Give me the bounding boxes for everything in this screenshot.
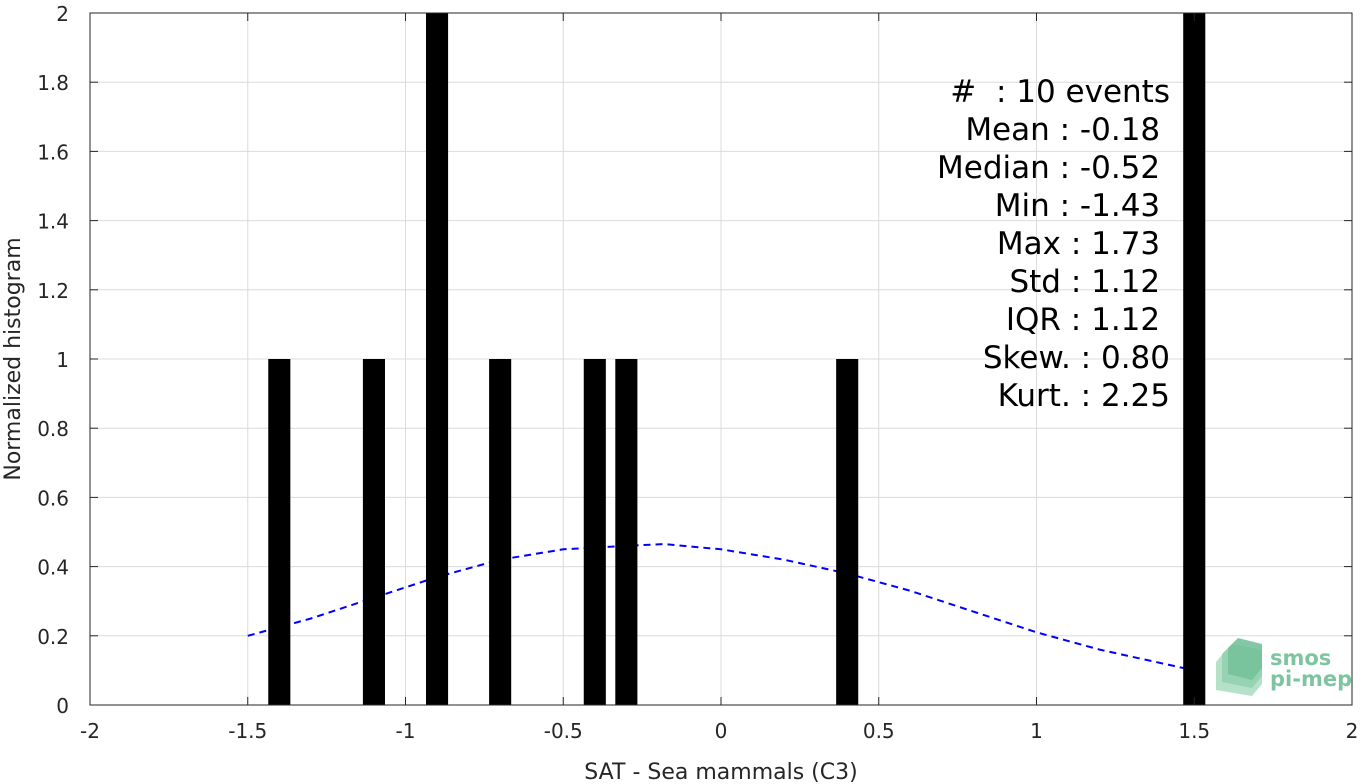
histogram-bars xyxy=(268,13,1206,705)
y-tick-label: 1.4 xyxy=(37,210,69,234)
logo-line2: pi-mep xyxy=(1270,667,1352,691)
logo-line1: smos xyxy=(1270,646,1331,670)
y-tick-label: 0.6 xyxy=(37,486,69,510)
fit-curve xyxy=(247,543,1195,672)
stats-std: Std : 1.12 xyxy=(1009,264,1170,300)
stats-box: # : 10 events Mean : -0.18 Median : -0.5… xyxy=(937,74,1170,414)
x-tick-label: -0.5 xyxy=(544,719,583,743)
y-tick-label: 1 xyxy=(56,348,69,372)
y-tick-label: 0.2 xyxy=(37,625,69,649)
x-tick-label: 1 xyxy=(1030,719,1043,743)
y-axis-ticks: 0 0.2 0.4 0.6 0.8 1 1.2 1.4 1.6 1.8 2 xyxy=(37,2,1352,718)
stats-kurt: Kurt. : 2.25 xyxy=(998,378,1170,414)
y-tick-label: 2 xyxy=(56,2,69,26)
y-tick-label: 1.6 xyxy=(37,140,69,164)
histogram-bar xyxy=(615,359,638,705)
x-axis-label: SAT - Sea mammals (C3) xyxy=(584,760,857,784)
histogram-bar xyxy=(1183,13,1206,705)
logo-waves-icon xyxy=(1216,638,1262,696)
gaussian-fit-line xyxy=(247,543,1195,672)
x-tick-label: 2 xyxy=(1346,719,1359,743)
histogram-bar xyxy=(426,13,449,705)
y-tick-label: 1.8 xyxy=(37,71,69,95)
stats-count: # : 10 events xyxy=(950,74,1170,110)
y-axis-label: Normalized histogram xyxy=(1,237,26,480)
stats-iqr: IQR : 1.12 xyxy=(1006,302,1170,338)
stats-min: Min : -1.43 xyxy=(995,188,1170,224)
stats-max: Max : 1.73 xyxy=(997,226,1170,262)
stats-median: Median : -0.52 xyxy=(937,150,1170,186)
histogram-bar xyxy=(583,359,606,705)
histogram-bar xyxy=(268,359,291,705)
histogram-bar xyxy=(362,359,385,705)
stats-mean: Mean : -0.18 xyxy=(965,112,1170,148)
x-tick-label: 0 xyxy=(715,719,728,743)
y-tick-label: 0 xyxy=(56,694,69,718)
x-tick-label: 1.5 xyxy=(1178,719,1210,743)
grid-lines xyxy=(89,12,1353,706)
histogram-bar xyxy=(489,359,512,705)
y-tick-label: 0.8 xyxy=(37,417,69,441)
x-tick-label: -2 xyxy=(80,719,100,743)
smos-pimep-logo: smos pi-mep xyxy=(1216,638,1352,696)
y-tick-label: 0.4 xyxy=(37,556,69,580)
x-tick-label: 0.5 xyxy=(863,719,895,743)
stats-skew: Skew. : 0.80 xyxy=(983,340,1170,376)
y-tick-label: 1.2 xyxy=(37,279,69,303)
histogram-bar xyxy=(836,359,859,705)
x-tick-label: -1.5 xyxy=(228,719,267,743)
x-tick-label: -1 xyxy=(396,719,416,743)
x-axis-ticks: -2 -1.5 -1 -0.5 0 0.5 1 1.5 2 xyxy=(80,13,1358,743)
